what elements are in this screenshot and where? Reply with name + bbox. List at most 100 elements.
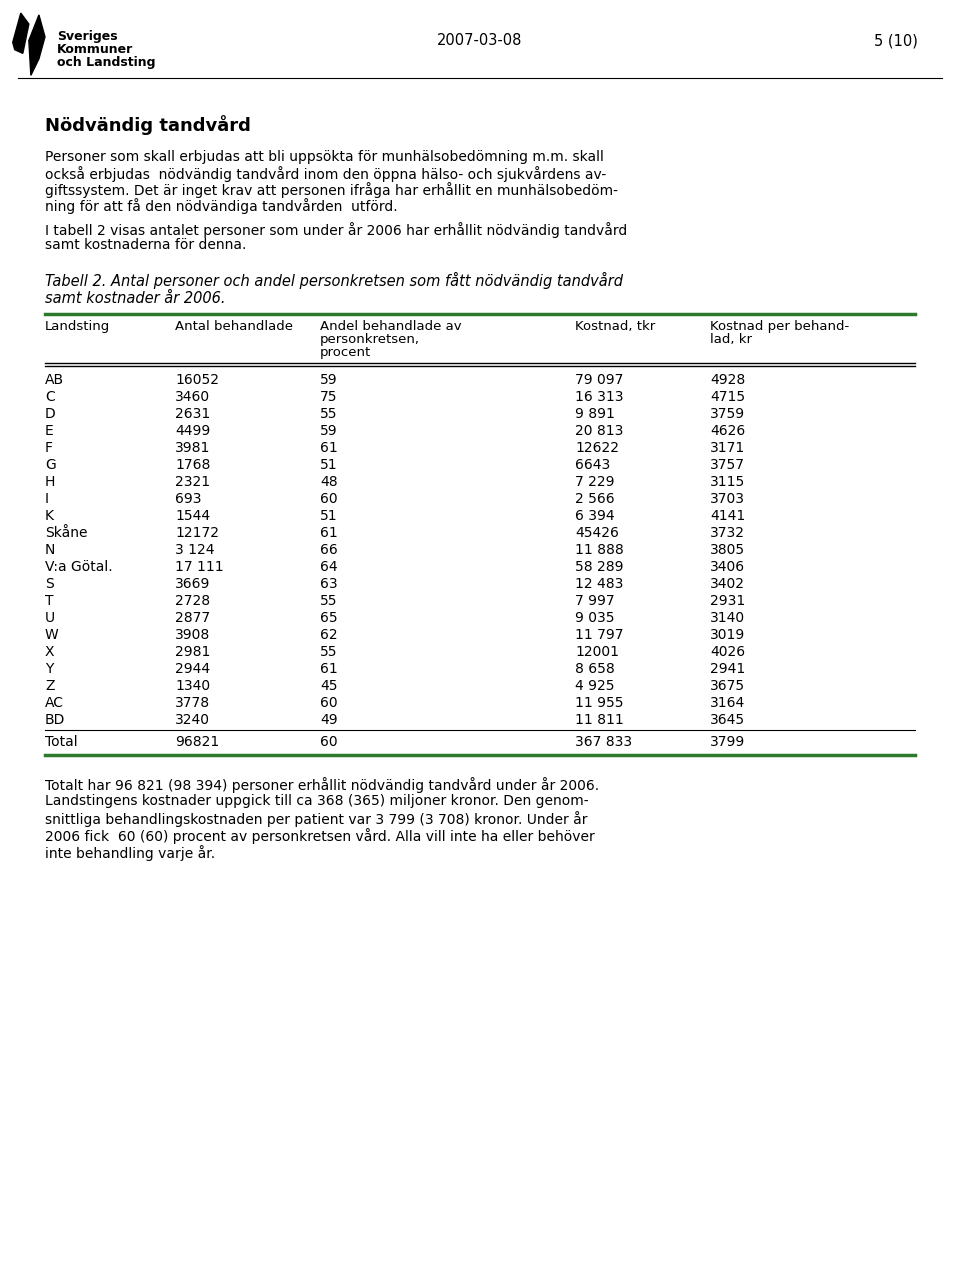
Text: 64: 64 <box>320 560 338 573</box>
Text: 4928: 4928 <box>710 373 745 386</box>
Text: 3908: 3908 <box>175 628 210 642</box>
Text: 2981: 2981 <box>175 645 210 659</box>
Text: lad, kr: lad, kr <box>710 333 752 346</box>
Text: 9 891: 9 891 <box>575 407 614 421</box>
Text: 3703: 3703 <box>710 493 745 506</box>
Text: giftssystem. Det är inget krav att personen ifråga har erhållit en munhälsobedöm: giftssystem. Det är inget krav att perso… <box>45 182 618 198</box>
Text: 3402: 3402 <box>710 577 745 591</box>
Text: 49: 49 <box>320 714 338 727</box>
Text: 8 658: 8 658 <box>575 662 614 676</box>
Text: 11 888: 11 888 <box>575 543 624 557</box>
Text: 45426: 45426 <box>575 525 619 541</box>
Text: 1544: 1544 <box>175 509 210 523</box>
Text: 3164: 3164 <box>710 696 745 710</box>
Text: Antal behandlade: Antal behandlade <box>175 320 293 333</box>
Text: 693: 693 <box>175 493 202 506</box>
Text: också erbjudas  nödvändig tandvård inom den öppna hälso- och sjukvårdens av-: också erbjudas nödvändig tandvård inom d… <box>45 165 607 182</box>
Text: 12622: 12622 <box>575 441 619 455</box>
Text: 2877: 2877 <box>175 611 210 625</box>
Text: 20 813: 20 813 <box>575 424 623 438</box>
Text: 3981: 3981 <box>175 441 210 455</box>
Text: C: C <box>45 390 55 404</box>
Text: 55: 55 <box>320 645 338 659</box>
Text: 12172: 12172 <box>175 525 219 541</box>
Text: X: X <box>45 645 55 659</box>
Text: 3460: 3460 <box>175 390 210 404</box>
Text: 2931: 2931 <box>710 594 745 608</box>
Text: V:a Götal.: V:a Götal. <box>45 560 112 573</box>
Text: 2728: 2728 <box>175 594 210 608</box>
Text: K: K <box>45 509 54 523</box>
Text: 2007-03-08: 2007-03-08 <box>438 33 522 48</box>
Text: 61: 61 <box>320 662 338 676</box>
Text: Sveriges: Sveriges <box>57 30 118 43</box>
Text: Andel behandlade av: Andel behandlade av <box>320 320 462 333</box>
Text: 3675: 3675 <box>710 679 745 693</box>
Text: 60: 60 <box>320 493 338 506</box>
Text: Landstingens kostnader uppgick till ca 368 (365) miljoner kronor. Den genom-: Landstingens kostnader uppgick till ca 3… <box>45 794 588 808</box>
Text: 1340: 1340 <box>175 679 210 693</box>
Text: 3019: 3019 <box>710 628 745 642</box>
Text: 3732: 3732 <box>710 525 745 541</box>
Text: 5 (10): 5 (10) <box>875 33 918 48</box>
Text: 61: 61 <box>320 441 338 455</box>
Text: 7 229: 7 229 <box>575 475 614 489</box>
Text: samt kostnaderna för denna.: samt kostnaderna för denna. <box>45 237 247 253</box>
Text: 7 997: 7 997 <box>575 594 614 608</box>
Text: 48: 48 <box>320 475 338 489</box>
Text: I tabell 2 visas antalet personer som under år 2006 har erhållit nödvändig tandv: I tabell 2 visas antalet personer som un… <box>45 222 627 237</box>
Text: procent: procent <box>320 346 372 359</box>
Text: 2941: 2941 <box>710 662 745 676</box>
Text: 51: 51 <box>320 458 338 472</box>
Text: 4 925: 4 925 <box>575 679 614 693</box>
Text: AC: AC <box>45 696 64 710</box>
Text: T: T <box>45 594 54 608</box>
Text: N: N <box>45 543 56 557</box>
Text: 12001: 12001 <box>575 645 619 659</box>
Text: 61: 61 <box>320 525 338 541</box>
Text: U: U <box>45 611 55 625</box>
Text: Tabell 2. Antal personer och andel personkretsen som fått nödvändig tandvård: Tabell 2. Antal personer och andel perso… <box>45 272 623 289</box>
Text: 66: 66 <box>320 543 338 557</box>
Text: Kostnad, tkr: Kostnad, tkr <box>575 320 656 333</box>
Text: 2944: 2944 <box>175 662 210 676</box>
Text: Kommuner: Kommuner <box>57 43 133 56</box>
Text: 4026: 4026 <box>710 645 745 659</box>
Text: BD: BD <box>45 714 65 727</box>
Text: 3757: 3757 <box>710 458 745 472</box>
Text: 60: 60 <box>320 735 338 749</box>
Text: 3171: 3171 <box>710 441 745 455</box>
Text: Landsting: Landsting <box>45 320 110 333</box>
Text: 11 955: 11 955 <box>575 696 623 710</box>
Text: Personer som skall erbjudas att bli uppsökta för munhälsobedömning m.m. skall: Personer som skall erbjudas att bli upps… <box>45 150 604 164</box>
Text: Y: Y <box>45 662 54 676</box>
Text: 62: 62 <box>320 628 338 642</box>
Text: snittliga behandlingskostnaden per patient var 3 799 (3 708) kronor. Under år: snittliga behandlingskostnaden per patie… <box>45 811 588 827</box>
Text: 63: 63 <box>320 577 338 591</box>
Text: och Landsting: och Landsting <box>57 56 156 69</box>
Text: Skåne: Skåne <box>45 525 87 541</box>
Polygon shape <box>29 15 45 76</box>
Text: 60: 60 <box>320 696 338 710</box>
Text: 6 394: 6 394 <box>575 509 614 523</box>
Text: 4626: 4626 <box>710 424 745 438</box>
Text: 3759: 3759 <box>710 407 745 421</box>
Text: W: W <box>45 628 59 642</box>
Text: 2631: 2631 <box>175 407 210 421</box>
Text: 4715: 4715 <box>710 390 745 404</box>
Text: 11 811: 11 811 <box>575 714 624 727</box>
Text: 6643: 6643 <box>575 458 611 472</box>
Text: 9 035: 9 035 <box>575 611 614 625</box>
Text: 3645: 3645 <box>710 714 745 727</box>
Text: 16052: 16052 <box>175 373 219 386</box>
Text: 2321: 2321 <box>175 475 210 489</box>
Text: 17 111: 17 111 <box>175 560 224 573</box>
Text: 96821: 96821 <box>175 735 219 749</box>
Text: ning för att få den nödvändiga tandvården  utförd.: ning för att få den nödvändiga tandvårde… <box>45 198 397 213</box>
Text: 45: 45 <box>320 679 338 693</box>
Text: 65: 65 <box>320 611 338 625</box>
Text: samt kostnader år 2006.: samt kostnader år 2006. <box>45 290 226 306</box>
Text: 3140: 3140 <box>710 611 745 625</box>
Text: Totalt har 96 821 (98 394) personer erhållit nödvändig tandvård under år 2006.: Totalt har 96 821 (98 394) personer erhå… <box>45 777 599 793</box>
Text: 367 833: 367 833 <box>575 735 632 749</box>
